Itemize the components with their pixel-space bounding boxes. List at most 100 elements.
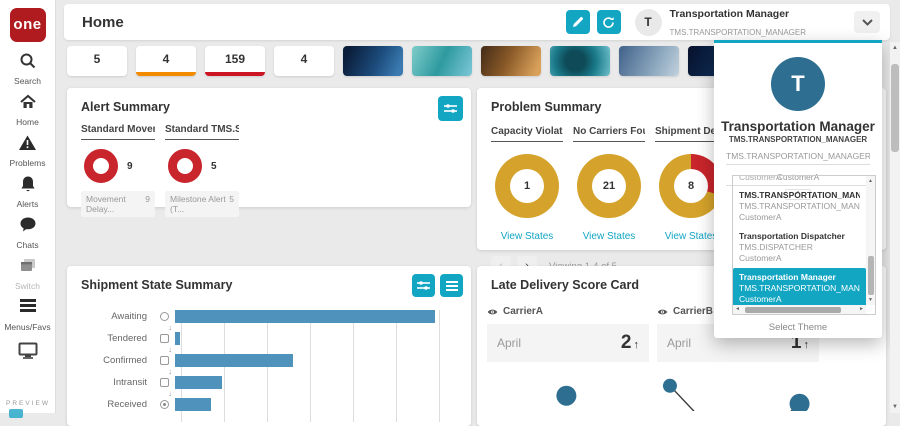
carrier-name: CarrierA: [503, 306, 544, 317]
list-horizontal-scrollbar[interactable]: ◄ ►: [733, 305, 866, 314]
kpi-tile-row: 5 4 159 4: [67, 46, 748, 76]
scroll-down-icon[interactable]: ▼: [868, 297, 873, 303]
sidebar-item-switch[interactable]: Switch: [0, 257, 55, 291]
user-panel-name: Transportation Manager: [721, 119, 875, 134]
list-icon: [445, 280, 458, 291]
state-icon[interactable]: [153, 312, 175, 321]
sidebar-item-monitor[interactable]: [0, 342, 55, 365]
alert-group-header[interactable]: Standard Moveme...: [81, 124, 155, 140]
bar-intransit[interactable]: [175, 376, 223, 389]
trend-up-icon: ↑: [803, 339, 810, 351]
bar-tendered[interactable]: [175, 332, 180, 345]
user-name: Transportation Manager: [669, 7, 790, 20]
search-icon: [19, 52, 37, 70]
clipped-list-item[interactable]: CustomerA: [739, 176, 782, 182]
sidebar: one Search Home Problems Alerts Chats: [0, 0, 56, 418]
sidebar-item-home[interactable]: Home: [0, 93, 55, 127]
eye-icon[interactable]: [657, 308, 668, 316]
role-select-field[interactable]: TMS.TRANSPORTATION_MANAGER: [726, 151, 870, 165]
alert-donut-chart[interactable]: [84, 149, 118, 183]
trend-up-icon: ↑: [633, 339, 640, 351]
role-list-item[interactable]: Transportation Dispatcher TMS.DISPATCHER…: [739, 231, 845, 263]
alert-donut-chart[interactable]: [168, 149, 202, 183]
user-menu[interactable]: Transportation Manager TMS.TRANSPORTATIO…: [670, 4, 806, 41]
chevron-down-icon: [861, 18, 873, 26]
state-icon[interactable]: [153, 334, 175, 343]
sidebar-item-chats[interactable]: Chats: [0, 216, 55, 250]
kpi-tile[interactable]: 4: [136, 46, 196, 76]
preview-widget[interactable]: PREVIEW: [0, 398, 56, 418]
role-list-item-selected[interactable]: Transportation Manager TMS.TRANSPORTATIO…: [733, 268, 866, 309]
preview-label: PREVIEW: [6, 400, 50, 407]
home-icon: [19, 93, 37, 111]
alert-group-header[interactable]: Standard TMS.Shi...: [165, 124, 239, 140]
problem-donut-chart[interactable]: 1: [495, 154, 559, 218]
alert-filter-button[interactable]: [438, 96, 463, 121]
view-states-link[interactable]: View States: [500, 231, 554, 242]
sidebar-item-search[interactable]: Search: [0, 52, 55, 86]
view-states-link[interactable]: View States: [582, 231, 636, 242]
problem-donut-chart[interactable]: 21: [577, 154, 641, 218]
alert-group: Standard TMS.Shi... 5 Milestone Alert (T…: [165, 124, 239, 217]
alert-count: 5: [211, 160, 217, 172]
alert-group: Standard Moveme... 9 Movement Delay... 9: [81, 124, 155, 217]
user-panel-role: TMS.TRANSPORTATION_MANAGER: [728, 135, 868, 144]
edit-button[interactable]: [565, 10, 590, 34]
scroll-up-icon[interactable]: ▲: [892, 45, 898, 51]
problem-column-header[interactable]: Capacity Violation: [491, 126, 563, 142]
scroll-down-icon[interactable]: ▼: [892, 404, 898, 410]
scrollbar-thumb[interactable]: [867, 255, 874, 295]
image-tile-warehouse[interactable]: [481, 46, 541, 76]
problem-column-header[interactable]: No Carriers Found: [573, 126, 645, 142]
kpi-tile[interactable]: 4: [274, 46, 334, 76]
view-states-link[interactable]: View States: [664, 231, 718, 242]
scrollbar-thumb[interactable]: [744, 306, 841, 313]
problem-column-header[interactable]: Shipment Delays: [655, 126, 727, 142]
image-tile-security-lock[interactable]: [619, 46, 679, 76]
bar-confirmed[interactable]: [175, 354, 294, 367]
bar-awaiting[interactable]: [175, 310, 436, 323]
page-scrollbar[interactable]: ▲ ▼: [890, 42, 900, 413]
problem-column: Shipment Delays 8 View States: [655, 126, 727, 244]
state-icon[interactable]: [153, 356, 175, 365]
one-logo[interactable]: one: [9, 8, 46, 42]
scroll-up-icon[interactable]: ▲: [868, 178, 873, 184]
scroll-right-icon[interactable]: ►: [859, 306, 864, 312]
flow-arrow-icon: ↓: [168, 323, 172, 332]
sidebar-item-menus-favs[interactable]: Menus/Favs: [0, 298, 55, 332]
alert-legend-item[interactable]: Movement Delay... 9: [81, 191, 155, 217]
sliders-icon: [444, 103, 457, 114]
carrier-month-box[interactable]: April 2 ↑: [487, 324, 649, 362]
flow-arrow-icon: ↓: [168, 367, 172, 376]
alert-legend-item[interactable]: Milestone Alert (T... 5: [165, 191, 239, 217]
carrier-chart: [657, 366, 819, 411]
problem-donut-chart[interactable]: 8: [659, 154, 723, 218]
role-list-item[interactable]: TMS.TRANSPORTATION_MANAGER TMS.TRANSPORT…: [739, 190, 860, 222]
scroll-left-icon[interactable]: ◄: [735, 306, 740, 312]
image-tile-teal-technology[interactable]: [412, 46, 472, 76]
org-select-field[interactable]: CustomerA: [726, 172, 870, 186]
list-vertical-scrollbar[interactable]: ▲ ▼: [866, 176, 875, 305]
image-tile-globe-network[interactable]: [550, 46, 610, 76]
flow-arrow-icon: ↓: [168, 345, 172, 354]
kpi-tile[interactable]: 5: [67, 46, 127, 76]
bar-received[interactable]: [175, 398, 211, 411]
kpi-tile[interactable]: 159: [205, 46, 265, 76]
shipment-filter-button[interactable]: [412, 274, 435, 297]
user-dropdown-toggle[interactable]: [854, 11, 880, 33]
select-theme-link[interactable]: Select Theme: [768, 322, 828, 333]
eye-icon[interactable]: [487, 308, 498, 316]
flow-arrow-icon: ↓: [168, 389, 172, 398]
state-icon[interactable]: [153, 378, 175, 387]
user-dropdown-panel: T Transportation Manager TMS.TRANSPORTAT…: [714, 40, 882, 338]
sidebar-item-problems[interactable]: Problems: [0, 134, 55, 168]
user-avatar[interactable]: T: [634, 8, 662, 36]
image-tile-shipping-containers[interactable]: [343, 46, 403, 76]
shipment-list-button[interactable]: [440, 274, 463, 297]
refresh-button[interactable]: [596, 10, 621, 34]
collapse-list-button[interactable]: ^: [785, 189, 811, 200]
sidebar-item-alerts[interactable]: Alerts: [0, 175, 55, 209]
state-icon[interactable]: [153, 400, 175, 409]
late-delivery-title: Late Delivery Score Card: [491, 278, 639, 292]
scrollbar-thumb[interactable]: [891, 64, 899, 152]
